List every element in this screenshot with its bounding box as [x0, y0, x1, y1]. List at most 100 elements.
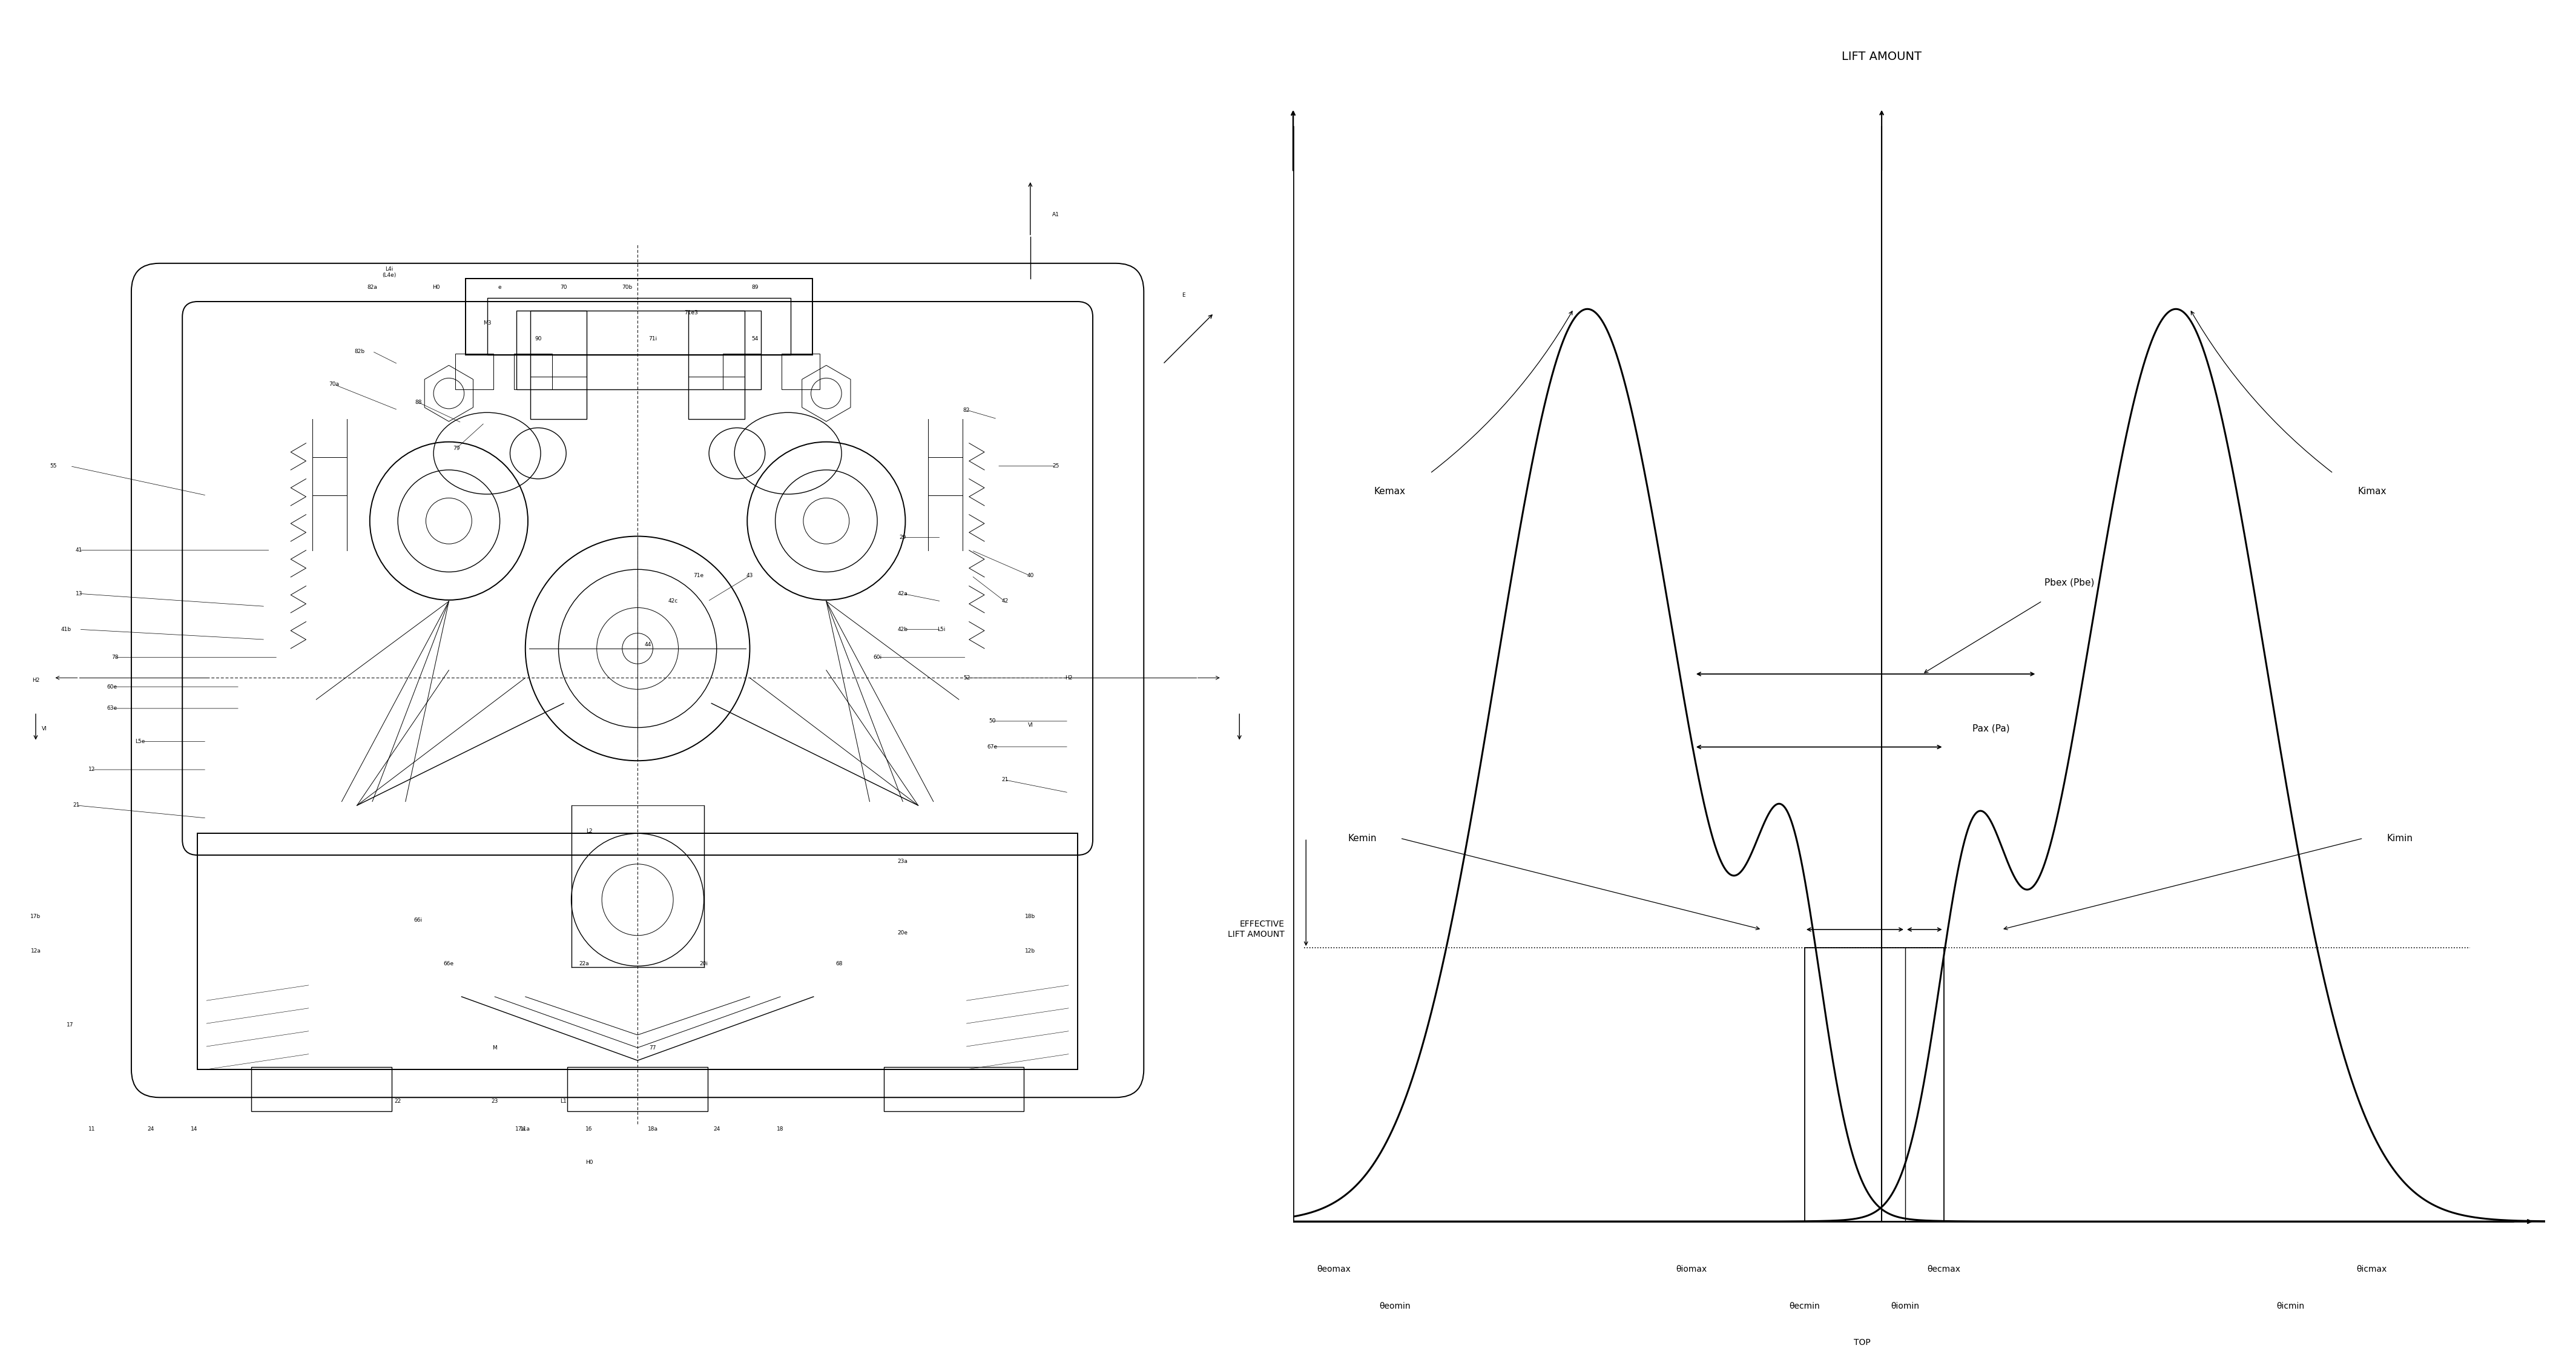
- Text: 52: 52: [963, 675, 971, 681]
- Text: 44: 44: [644, 642, 652, 647]
- Text: 11a: 11a: [520, 1127, 531, 1132]
- Text: 82a: 82a: [368, 284, 379, 290]
- Text: 17b: 17b: [31, 914, 41, 919]
- Text: E: E: [1182, 293, 1185, 298]
- Text: 41b: 41b: [62, 627, 72, 632]
- Bar: [781, 355, 819, 390]
- Text: 54: 54: [752, 336, 757, 341]
- Text: H0: H0: [433, 284, 440, 290]
- Text: 77: 77: [649, 1045, 657, 1050]
- Text: θiomin: θiomin: [1891, 1302, 1919, 1310]
- Text: 12a: 12a: [31, 948, 41, 953]
- Text: 79: 79: [453, 446, 461, 452]
- Bar: [487, 298, 791, 355]
- Text: 42b: 42b: [896, 627, 907, 632]
- Text: 67e: 67e: [987, 744, 997, 749]
- Text: 71e: 71e: [693, 573, 703, 578]
- Text: L5e: L5e: [137, 739, 144, 744]
- Text: 40: 40: [1028, 573, 1033, 578]
- Text: Kemax: Kemax: [1373, 487, 1406, 496]
- Text: 66i: 66i: [415, 918, 422, 923]
- Text: 50: 50: [989, 718, 994, 724]
- Text: EFFECTIVE
LIFT AMOUNT: EFFECTIVE LIFT AMOUNT: [1229, 919, 1285, 938]
- Text: 70b: 70b: [623, 284, 634, 290]
- Bar: [1806, 948, 1945, 1221]
- Text: 89: 89: [752, 284, 757, 290]
- Text: 55: 55: [49, 464, 57, 469]
- Text: 23a: 23a: [896, 859, 907, 864]
- Text: Pbex (Pbe): Pbex (Pbe): [2045, 578, 2094, 588]
- Text: TOP
DEAD
CENTER: TOP DEAD CENTER: [1844, 1339, 1880, 1348]
- Text: 41: 41: [75, 547, 82, 553]
- Text: θiomax: θiomax: [1677, 1266, 1708, 1274]
- Text: 13: 13: [75, 590, 82, 596]
- Text: M: M: [492, 1045, 497, 1050]
- Text: 18b: 18b: [1025, 914, 1036, 919]
- Text: θicmin: θicmin: [2277, 1302, 2306, 1310]
- Text: 43: 43: [747, 573, 752, 578]
- Bar: [515, 310, 762, 390]
- Text: 14: 14: [191, 1127, 198, 1132]
- Bar: [724, 355, 762, 390]
- Text: 68: 68: [835, 961, 842, 967]
- Text: H2: H2: [31, 678, 39, 683]
- Text: L1: L1: [562, 1099, 567, 1104]
- Text: 17a: 17a: [515, 1127, 526, 1132]
- Text: θecmin: θecmin: [1790, 1302, 1821, 1310]
- Text: L5i: L5i: [938, 627, 945, 632]
- Text: H0: H0: [585, 1159, 592, 1165]
- Text: 88: 88: [415, 399, 422, 404]
- Text: L4i
(L4e): L4i (L4e): [381, 267, 397, 278]
- Bar: [198, 833, 1077, 1069]
- Text: 24: 24: [714, 1127, 721, 1132]
- Bar: [466, 279, 811, 355]
- Text: 66e: 66e: [443, 961, 453, 967]
- Text: Pax (Pa): Pax (Pa): [1973, 724, 2009, 733]
- Text: 25: 25: [1054, 464, 1059, 469]
- Text: 22a: 22a: [580, 961, 590, 967]
- Text: 60i: 60i: [873, 655, 881, 661]
- Text: 20e: 20e: [896, 930, 907, 936]
- Text: θecmax: θecmax: [1927, 1266, 1960, 1274]
- Text: Kemin: Kemin: [1347, 833, 1376, 842]
- Text: 12b: 12b: [1025, 948, 1036, 953]
- Text: 78: 78: [111, 655, 118, 661]
- Bar: [513, 355, 551, 390]
- Text: θicmax: θicmax: [2357, 1266, 2388, 1274]
- Text: A1: A1: [1051, 212, 1059, 217]
- Text: 42: 42: [1002, 599, 1007, 604]
- Text: VI: VI: [1028, 723, 1033, 728]
- Text: 82: 82: [963, 407, 971, 412]
- Text: 90: 90: [536, 336, 541, 341]
- Text: 22: 22: [394, 1099, 402, 1104]
- Text: θeomax: θeomax: [1316, 1266, 1350, 1274]
- Text: H2: H2: [1064, 675, 1072, 681]
- Text: 70a: 70a: [330, 381, 340, 387]
- Text: 29: 29: [899, 535, 907, 541]
- Bar: [456, 355, 495, 390]
- Text: 23: 23: [492, 1099, 497, 1104]
- Text: 42c: 42c: [667, 599, 677, 604]
- Bar: [252, 1066, 392, 1112]
- Text: 21: 21: [72, 802, 80, 807]
- Text: 20i: 20i: [701, 961, 708, 967]
- Text: 24: 24: [147, 1127, 155, 1132]
- Text: L2: L2: [585, 828, 592, 833]
- Text: 17: 17: [67, 1022, 75, 1027]
- Text: 71i: 71i: [649, 336, 657, 341]
- Text: 12: 12: [88, 767, 95, 772]
- Text: LIFT AMOUNT: LIFT AMOUNT: [1842, 51, 1922, 62]
- Text: θeomin: θeomin: [1378, 1302, 1412, 1310]
- Text: M3: M3: [484, 321, 492, 326]
- Text: 11: 11: [88, 1127, 95, 1132]
- Text: 60e: 60e: [108, 683, 118, 689]
- Text: Kimax: Kimax: [2357, 487, 2385, 496]
- Text: 82b: 82b: [355, 349, 366, 355]
- Bar: [567, 1066, 708, 1112]
- Bar: [688, 310, 744, 419]
- Text: 42a: 42a: [896, 590, 907, 596]
- Text: VI: VI: [41, 727, 46, 732]
- Text: Kimin: Kimin: [2388, 833, 2414, 842]
- Text: 18a: 18a: [647, 1127, 657, 1132]
- Bar: [884, 1066, 1023, 1112]
